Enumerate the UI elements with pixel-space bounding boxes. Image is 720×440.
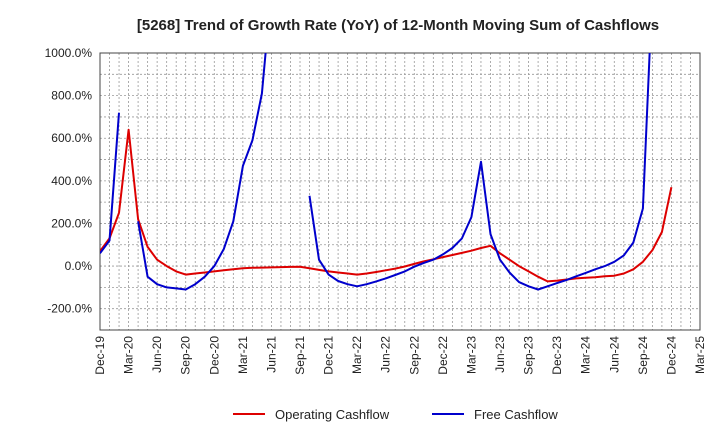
- x-tick-label: Mar-20: [122, 336, 136, 374]
- chart-title: [5268] Trend of Growth Rate (YoY) of 12-…: [137, 17, 659, 34]
- x-tick-label: Dec-23: [550, 336, 564, 375]
- legend-label: Free Cashflow: [474, 407, 558, 422]
- x-tick-label: Jun-24: [607, 336, 621, 373]
- x-tick-label: Jun-22: [379, 336, 393, 373]
- y-tick-label: -200.0%: [47, 302, 92, 316]
- y-tick-label: 0.0%: [65, 259, 93, 273]
- x-tick-label: Jun-20: [150, 336, 164, 373]
- x-tick-label: Mar-24: [579, 336, 593, 374]
- x-tick-label: Dec-22: [436, 336, 450, 375]
- x-tick-label: Mar-23: [464, 336, 478, 374]
- series-line-free-cashflow: [100, 53, 651, 291]
- plot-area: [99, 52, 701, 331]
- x-tick-label: Sep-20: [179, 336, 193, 375]
- y-tick-label: 800.0%: [51, 89, 92, 103]
- x-axis: Dec-19 Mar-20 Jun-20 Sep-20 Dec-20 Mar-21 Jun-…: [93, 336, 707, 375]
- legend: Operating Cashflow Free Cashflow: [233, 407, 558, 422]
- series-lines: [100, 53, 673, 291]
- x-tick-label: Dec-20: [207, 336, 221, 375]
- x-tick-label: Sep-21: [293, 336, 307, 375]
- x-tick-label: Mar-25: [693, 336, 707, 374]
- x-tick-label: Jun-23: [493, 336, 507, 373]
- y-axis: -200.0% 0.0% 200.0% 400.0% 600.0% 800.0% 1000.…: [45, 46, 93, 316]
- x-tick-label: Dec-21: [322, 336, 336, 375]
- y-tick-label: 600.0%: [51, 131, 92, 145]
- x-tick-label: Sep-24: [636, 336, 650, 375]
- y-tick-label: 200.0%: [51, 216, 92, 230]
- series-line-operating-cashflow: [100, 128, 673, 283]
- y-tick-label: 1000.0%: [45, 46, 93, 60]
- x-tick-label: Mar-22: [350, 336, 364, 374]
- gridlines: [100, 53, 700, 330]
- x-tick-label: Mar-21: [236, 336, 250, 374]
- x-tick-label: Sep-23: [522, 336, 536, 375]
- x-tick-label: Dec-19: [93, 336, 107, 375]
- legend-label: Operating Cashflow: [275, 407, 390, 422]
- x-tick-label: Jun-21: [264, 336, 278, 373]
- y-tick-label: 400.0%: [51, 174, 92, 188]
- x-tick-label: Sep-22: [407, 336, 421, 375]
- x-tick-label: Dec-24: [664, 336, 678, 375]
